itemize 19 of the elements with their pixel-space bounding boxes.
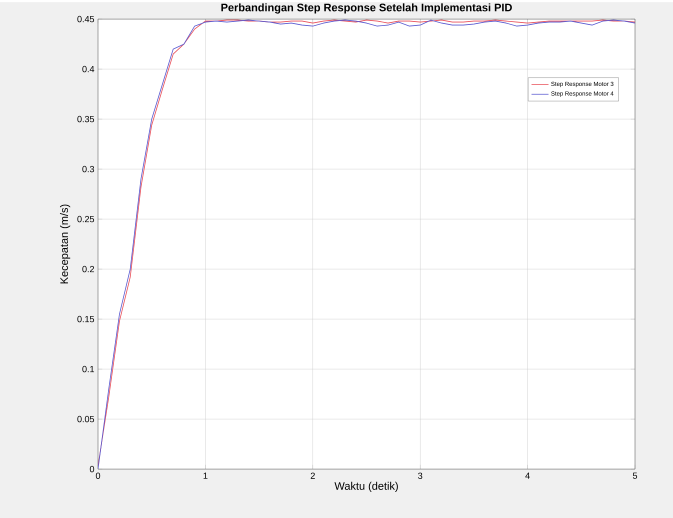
chart-title: Perbandingan Step Response Setelah Implementasi PID [221,3,512,14]
y-tick-label: 0.45 [77,16,94,22]
y-tick-label: 0.15 [77,316,94,322]
y-tick-label: 0.2 [82,266,94,272]
x-tick-label: 4 [525,472,530,479]
x-tick-label: 1 [204,472,208,479]
y-tick-label: 0 [90,466,94,472]
y-tick-label: 0.3 [82,166,94,172]
x-axis-title: Waktu (detik) [334,482,398,492]
y-tick-label: 0.35 [77,116,94,122]
x-tick-label: 2 [310,472,315,479]
x-tick-label: 3 [418,472,422,479]
x-tick-label: 5 [632,472,638,479]
y-tick-label: 0.1 [82,366,94,372]
y-tick-label: 0.4 [82,66,94,72]
y-tick-label: 0.05 [77,416,94,422]
x-tick-label: 0 [96,472,100,479]
y-tick-label: 0.25 [77,216,94,222]
y-axis-title: Kecepatan (m/s) [60,204,70,284]
